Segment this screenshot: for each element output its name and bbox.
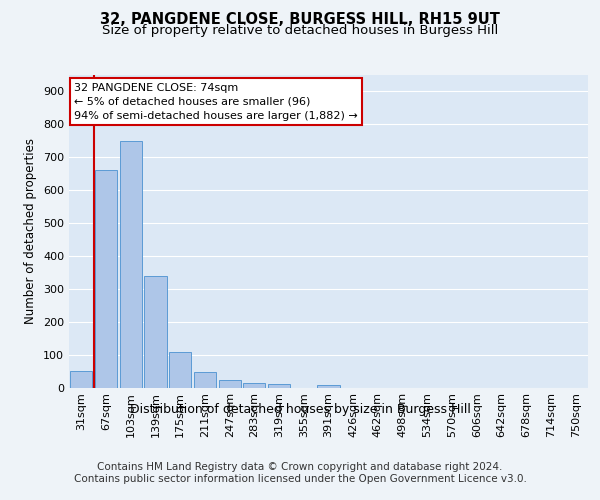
Text: Contains public sector information licensed under the Open Government Licence v3: Contains public sector information licen… [74, 474, 526, 484]
Text: Contains HM Land Registry data © Crown copyright and database right 2024.: Contains HM Land Registry data © Crown c… [97, 462, 503, 472]
Text: 32, PANGDENE CLOSE, BURGESS HILL, RH15 9UT: 32, PANGDENE CLOSE, BURGESS HILL, RH15 9… [100, 12, 500, 28]
Bar [243, 382, 265, 388]
Bar [119, 141, 142, 388]
Text: 32 PANGDENE CLOSE: 74sqm
← 5% of detached houses are smaller (96)
94% of semi-de: 32 PANGDENE CLOSE: 74sqm ← 5% of detache… [74, 83, 358, 121]
Bar [218, 380, 241, 388]
Text: Distribution of detached houses by size in Burgess Hill: Distribution of detached houses by size … [130, 402, 470, 415]
Bar [268, 384, 290, 388]
Bar [317, 385, 340, 388]
Text: Size of property relative to detached houses in Burgess Hill: Size of property relative to detached ho… [102, 24, 498, 37]
Bar [95, 170, 117, 388]
Y-axis label: Number of detached properties: Number of detached properties [25, 138, 37, 324]
Bar [169, 352, 191, 388]
Bar [194, 372, 216, 388]
Bar [145, 276, 167, 388]
Bar [70, 371, 92, 388]
